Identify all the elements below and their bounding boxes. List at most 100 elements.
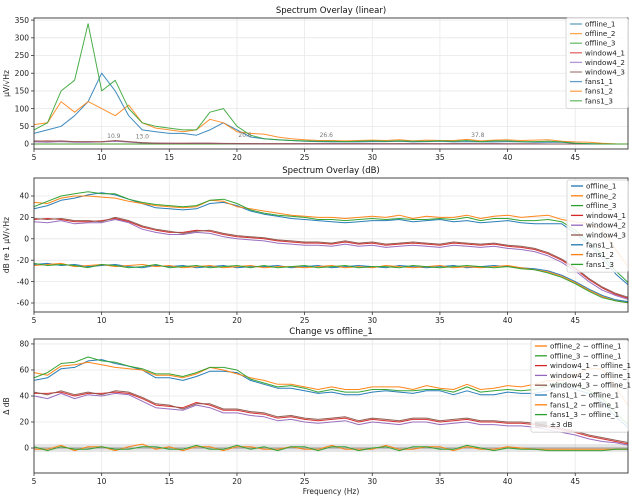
y-tick-label: 20 [19,418,29,427]
legend-item: fans1_1 − offline_1 [535,391,619,400]
y-tick-label: 200 [15,69,30,78]
legend-label: fans1_1 − offline_1 [550,391,619,400]
legend-item: fans1_2 [570,87,613,96]
legend-label: offline_3 − offline_1 [550,351,622,360]
x-tick-label: 25 [300,477,310,486]
plot-area: 10.9 13.0 20.6 26.6 37.8 [34,23,628,145]
legend-item: window4_3 − offline_1 [535,381,631,390]
x-tick-label: 25 [300,153,310,162]
series-line-offline_2 [34,262,628,304]
plot-area [34,191,628,304]
legend-box [566,179,629,273]
x-tick-label: 25 [300,316,310,325]
series-line-offline_3 [34,262,628,304]
y-axis-label: µV/√Hz [2,70,11,97]
series-line-offline_2-offline_1 [34,443,628,452]
x-tick-label: 35 [435,316,445,325]
legend-label: fans1_2 [586,250,614,259]
legend-item: window4_2 − offline_1 [535,371,631,380]
x-tick-label: 5 [32,477,37,486]
series-line-fans1_1 [34,192,628,286]
subplot-2: 5 10 15 20 25 30 35 40 45 -60 -40 -20 0 20 40 Spectrum … [2,166,629,325]
x-tick-label: 20 [232,316,242,325]
legend-item: offline_2 [570,29,616,38]
legend-item: window4_1 − offline_1 [535,361,631,370]
y-tick-label: -60 [17,299,29,308]
x-tick-label: 10 [97,153,107,162]
y-tick-label: 0 [24,140,29,149]
legend-label: fans1_3 [585,96,613,105]
legend-item: offline_1 [571,182,617,191]
legend-label: window4_1 − offline_1 [550,361,631,370]
peak-annotation: 20.6 [238,132,252,139]
legend-item: offline_3 [570,39,616,48]
legend-label: window4_3 − offline_1 [550,381,631,390]
legend-item: window4_2 [570,58,625,67]
y-tick-label: 150 [15,87,30,96]
x-tick-label: 40 [503,477,513,486]
series-line-offline_3-offline_1 [34,444,628,452]
legend-label: offline_2 [585,29,616,38]
legend-label: fans1_2 [585,87,613,96]
series-line-fans1_3 [34,23,628,145]
peak-annotation: 37.8 [471,132,485,139]
legend-item: offline_3 [571,201,617,210]
legend-box [565,17,629,109]
series-line-fans1_2 [34,195,628,268]
x-tick-label: 30 [367,153,377,162]
legend-label: fans1_1 [586,240,614,249]
x-axis-label: Frequency (Hz) [303,487,360,496]
legend-label: window4_2 [586,221,626,230]
x-tick-label: 45 [570,316,580,325]
legend-label: window4_1 [586,211,626,220]
legend: offline_1offline_2offline_3window4_1wind… [566,179,629,273]
subplot-title: Spectrum Overlay (dB) [282,166,380,176]
legend-item: fans1_3 [571,260,614,269]
x-tick-label: 35 [435,477,445,486]
x-tick-label: 10 [97,477,107,486]
legend-label: fans1_1 [585,77,613,86]
legend-item: fans1_2 [571,250,614,259]
legend-label: window4_3 [586,231,626,240]
x-tick-label: 15 [165,153,175,162]
y-tick-label: 40 [19,192,29,201]
x-tick-label: 20 [232,153,242,162]
legend: offline_1offline_2offline_3window4_1wind… [565,17,629,109]
series-line-window4_3 [34,216,628,298]
y-tick-label: 20 [19,213,29,222]
subplot-title: Change vs offline_1 [289,327,372,337]
legend-item: fans1_3 [570,96,613,105]
x-tick-label: 30 [367,316,377,325]
y-tick-label: 0 [24,444,29,453]
legend-label: offline_2 − offline_1 [550,342,622,351]
peak-annotation: 13.0 [136,134,150,141]
legend-label: window4_1 [585,48,625,57]
y-tick-label: 50 [19,122,29,131]
x-tick-label: 45 [570,153,580,162]
y-tick-label: 80 [19,340,29,349]
legend-label: window4_2 [585,58,625,67]
series-line-window4_3 [34,140,628,145]
y-tick-label: 250 [15,51,30,60]
x-tick-label: 15 [165,316,175,325]
legend-item: offline_3 − offline_1 [535,351,622,360]
y-tick-label: 60 [19,366,29,375]
legend-box [530,339,629,433]
legend-item: offline_2 [571,191,617,200]
x-tick-label: 40 [503,153,513,162]
series-line-fans1_3 [34,191,628,284]
peak-annotation: 10.9 [107,133,121,140]
legend-item: window4_2 [571,221,626,230]
y-tick-label: 40 [19,392,29,401]
x-tick-label: 15 [165,477,175,486]
legend-label: offline_3 [585,39,616,48]
legend-label: ±3 dB [550,420,572,429]
x-tick-label: 10 [97,316,107,325]
series-line-window4_1 [34,218,628,299]
legend-label: offline_1 [585,20,616,29]
x-tick-label: 35 [435,153,445,162]
legend-label: fans1_3 [586,260,614,269]
x-tick-label: 5 [32,316,37,325]
legend-item: fans1_1 [571,240,614,249]
